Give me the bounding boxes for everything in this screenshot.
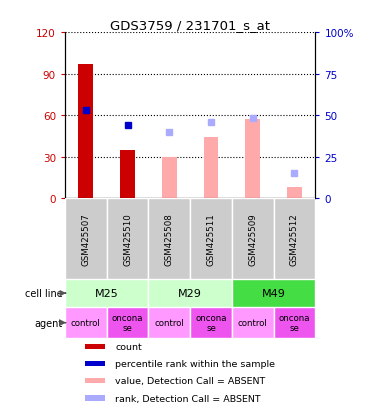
- Bar: [148, 280, 232, 307]
- Text: control: control: [154, 318, 184, 328]
- Bar: [148, 199, 190, 280]
- Bar: [232, 280, 315, 307]
- Text: GSM425512: GSM425512: [290, 213, 299, 266]
- Bar: [85, 396, 105, 401]
- Text: M25: M25: [95, 288, 119, 299]
- Bar: [65, 199, 107, 280]
- Bar: [107, 199, 148, 280]
- Bar: [204, 138, 218, 199]
- Bar: [162, 157, 177, 199]
- Bar: [85, 378, 105, 384]
- Bar: [65, 280, 148, 307]
- Bar: [148, 307, 190, 339]
- Bar: [232, 307, 273, 339]
- Text: oncona
se: oncona se: [279, 313, 310, 332]
- Text: GSM425509: GSM425509: [248, 213, 257, 266]
- Text: count: count: [115, 342, 142, 351]
- Bar: [120, 150, 135, 199]
- Text: GSM425508: GSM425508: [165, 213, 174, 266]
- Text: rank, Detection Call = ABSENT: rank, Detection Call = ABSENT: [115, 394, 261, 403]
- Bar: [85, 361, 105, 366]
- Text: agent: agent: [34, 318, 62, 328]
- Bar: [273, 307, 315, 339]
- Bar: [107, 307, 148, 339]
- Text: value, Detection Call = ABSENT: value, Detection Call = ABSENT: [115, 376, 265, 385]
- Text: cell line: cell line: [24, 288, 62, 299]
- Text: control: control: [238, 318, 267, 328]
- Bar: [65, 307, 107, 339]
- Bar: [79, 65, 93, 199]
- Text: M49: M49: [262, 288, 286, 299]
- Bar: [246, 120, 260, 199]
- Bar: [85, 344, 105, 349]
- Text: oncona
se: oncona se: [112, 313, 143, 332]
- Text: M29: M29: [178, 288, 202, 299]
- Text: percentile rank within the sample: percentile rank within the sample: [115, 359, 275, 368]
- Bar: [190, 307, 232, 339]
- Title: GDS3759 / 231701_s_at: GDS3759 / 231701_s_at: [110, 19, 270, 32]
- Text: control: control: [71, 318, 101, 328]
- Text: GSM425511: GSM425511: [207, 213, 216, 266]
- Bar: [232, 199, 273, 280]
- Bar: [190, 199, 232, 280]
- Text: oncona
se: oncona se: [195, 313, 227, 332]
- Bar: [273, 199, 315, 280]
- Text: GSM425507: GSM425507: [81, 213, 90, 266]
- Text: GSM425510: GSM425510: [123, 213, 132, 266]
- Bar: [287, 188, 302, 199]
